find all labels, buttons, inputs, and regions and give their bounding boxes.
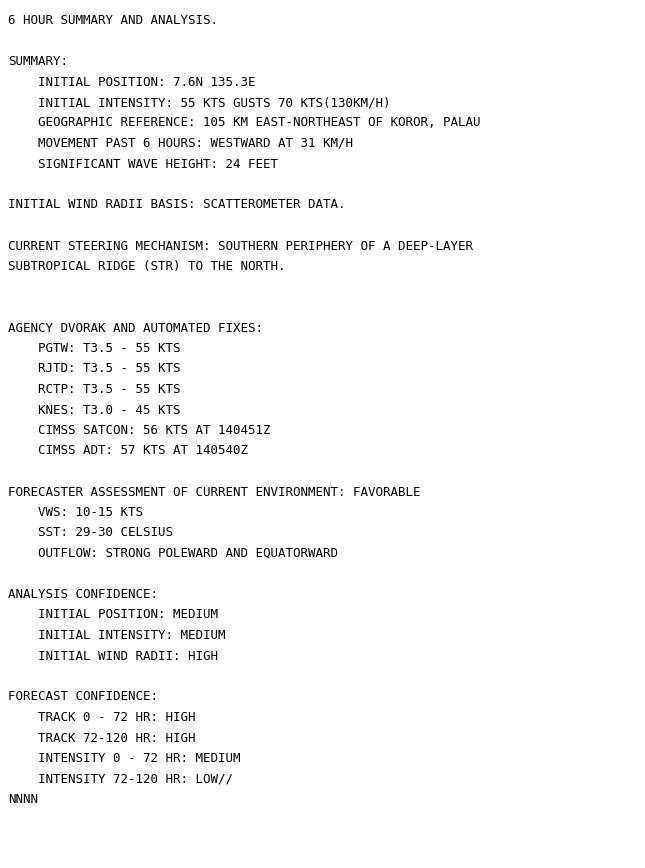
Text: SST: 29-30 CELSIUS: SST: 29-30 CELSIUS: [8, 527, 173, 540]
Text: INITIAL INTENSITY: 55 KTS GUSTS 70 KTS(130KM/H): INITIAL INTENSITY: 55 KTS GUSTS 70 KTS(1…: [8, 96, 390, 109]
Text: TRACK 72-120 HR: HIGH: TRACK 72-120 HR: HIGH: [8, 732, 195, 745]
Text: FORECAST CONFIDENCE:: FORECAST CONFIDENCE:: [8, 691, 158, 703]
Text: INITIAL INTENSITY: MEDIUM: INITIAL INTENSITY: MEDIUM: [8, 629, 226, 642]
Text: CURRENT STEERING MECHANISM: SOUTHERN PERIPHERY OF A DEEP-LAYER: CURRENT STEERING MECHANISM: SOUTHERN PER…: [8, 240, 473, 253]
Text: NNNN: NNNN: [8, 793, 38, 806]
Text: MOVEMENT PAST 6 HOURS: WESTWARD AT 31 KM/H: MOVEMENT PAST 6 HOURS: WESTWARD AT 31 KM…: [8, 137, 353, 150]
Text: PGTW: T3.5 - 55 KTS: PGTW: T3.5 - 55 KTS: [8, 342, 181, 355]
Text: CIMSS SATCON: 56 KTS AT 140451Z: CIMSS SATCON: 56 KTS AT 140451Z: [8, 424, 270, 437]
Text: INITIAL WIND RADII: HIGH: INITIAL WIND RADII: HIGH: [8, 649, 218, 662]
Text: SUMMARY:: SUMMARY:: [8, 55, 68, 68]
Text: CIMSS ADT: 57 KTS AT 140540Z: CIMSS ADT: 57 KTS AT 140540Z: [8, 444, 248, 457]
Text: RJTD: T3.5 - 55 KTS: RJTD: T3.5 - 55 KTS: [8, 363, 181, 376]
Text: INTENSITY 0 - 72 HR: MEDIUM: INTENSITY 0 - 72 HR: MEDIUM: [8, 752, 241, 765]
Text: TRACK 0 - 72 HR: HIGH: TRACK 0 - 72 HR: HIGH: [8, 711, 195, 724]
Text: 6 HOUR SUMMARY AND ANALYSIS.: 6 HOUR SUMMARY AND ANALYSIS.: [8, 14, 218, 27]
Text: KNES: T3.0 - 45 KTS: KNES: T3.0 - 45 KTS: [8, 404, 181, 417]
Text: INITIAL POSITION: 7.6N 135.3E: INITIAL POSITION: 7.6N 135.3E: [8, 76, 255, 89]
Text: INITIAL WIND RADII BASIS: SCATTEROMETER DATA.: INITIAL WIND RADII BASIS: SCATTEROMETER …: [8, 199, 346, 212]
Text: INTENSITY 72-120 HR: LOW//: INTENSITY 72-120 HR: LOW//: [8, 773, 233, 786]
Text: FORECASTER ASSESSMENT OF CURRENT ENVIRONMENT: FAVORABLE: FORECASTER ASSESSMENT OF CURRENT ENVIRON…: [8, 485, 421, 498]
Text: GEOGRAPHIC REFERENCE: 105 KM EAST-NORTHEAST OF KOROR, PALAU: GEOGRAPHIC REFERENCE: 105 KM EAST-NORTHE…: [8, 116, 481, 129]
Text: INITIAL POSITION: MEDIUM: INITIAL POSITION: MEDIUM: [8, 608, 218, 621]
Text: RCTP: T3.5 - 55 KTS: RCTP: T3.5 - 55 KTS: [8, 383, 181, 396]
Text: OUTFLOW: STRONG POLEWARD AND EQUATORWARD: OUTFLOW: STRONG POLEWARD AND EQUATORWARD: [8, 547, 338, 560]
Text: AGENCY DVORAK AND AUTOMATED FIXES:: AGENCY DVORAK AND AUTOMATED FIXES:: [8, 321, 263, 334]
Text: SUBTROPICAL RIDGE (STR) TO THE NORTH.: SUBTROPICAL RIDGE (STR) TO THE NORTH.: [8, 260, 286, 273]
Text: ANALYSIS CONFIDENCE:: ANALYSIS CONFIDENCE:: [8, 588, 158, 601]
Text: VWS: 10-15 KTS: VWS: 10-15 KTS: [8, 506, 143, 519]
Text: SIGNIFICANT WAVE HEIGHT: 24 FEET: SIGNIFICANT WAVE HEIGHT: 24 FEET: [8, 157, 278, 170]
